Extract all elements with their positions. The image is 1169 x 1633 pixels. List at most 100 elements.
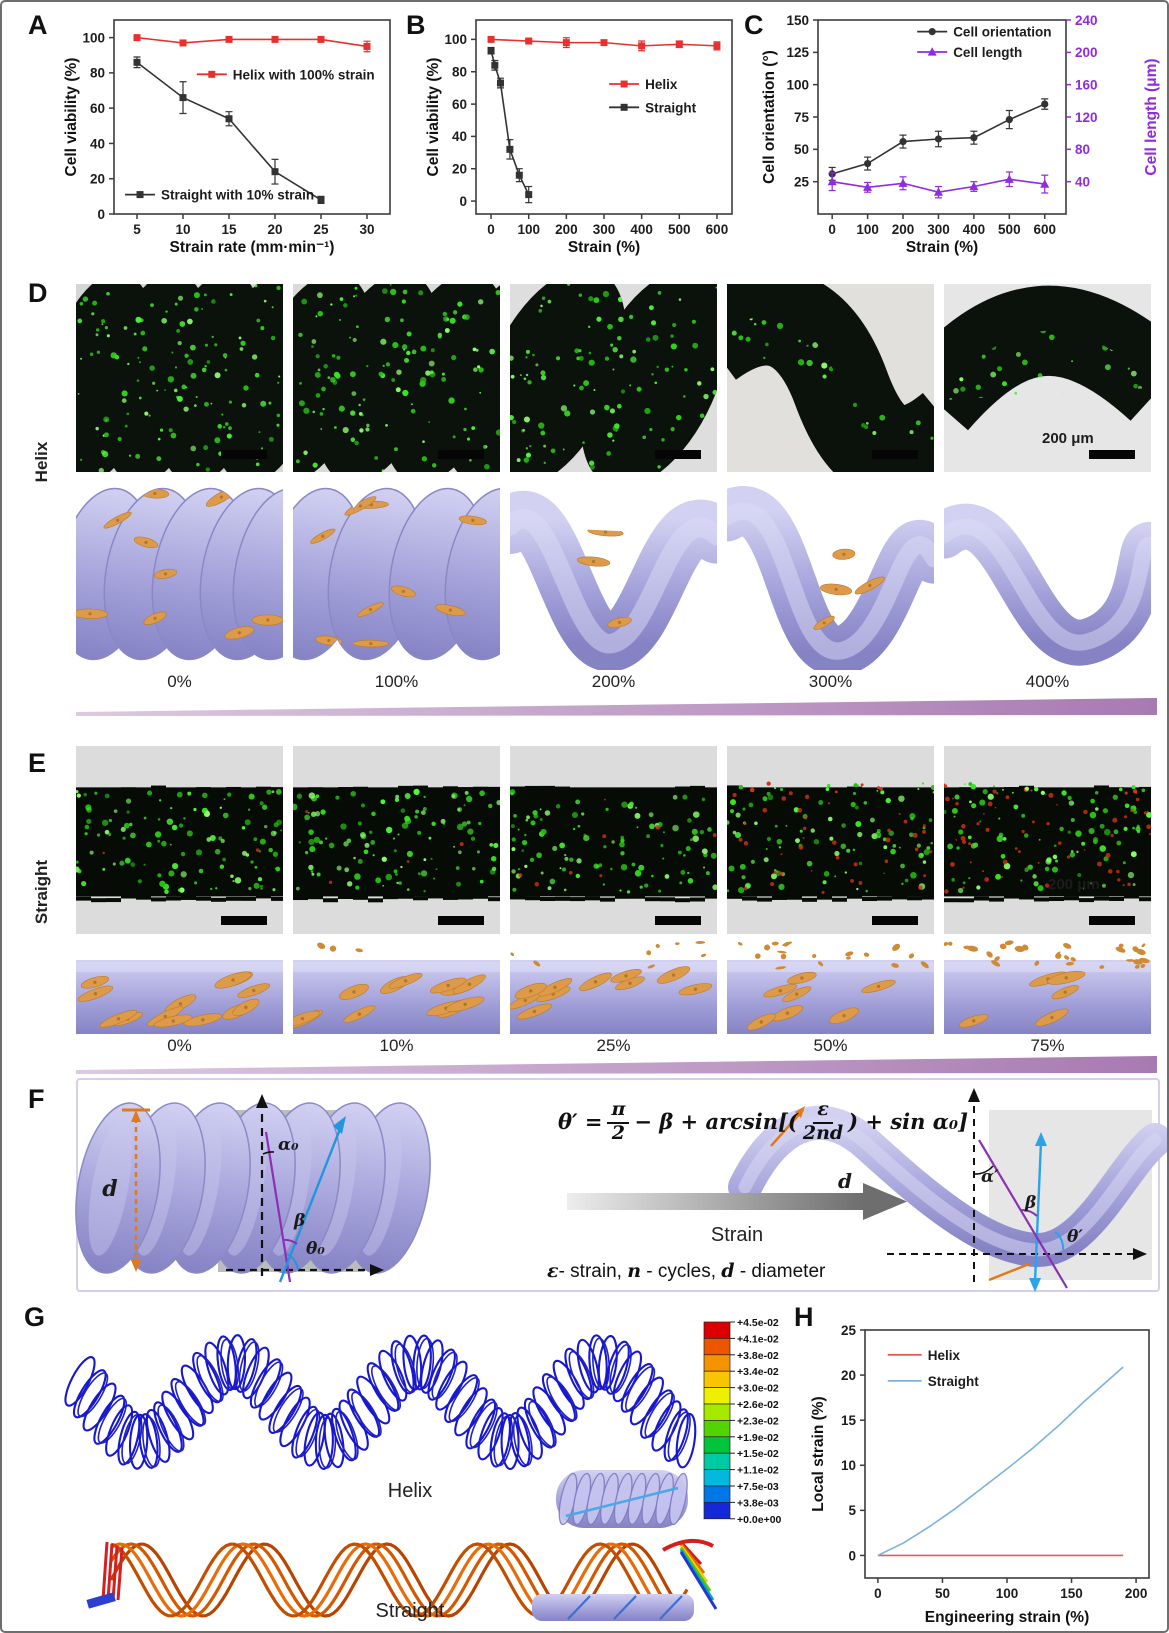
strain-label-e3: 50% xyxy=(813,1036,848,1055)
svg-text:50: 50 xyxy=(935,1586,950,1601)
svg-text:5: 5 xyxy=(133,222,141,237)
formula-mid: − β + arcsin[( xyxy=(634,1109,798,1135)
svg-text:25: 25 xyxy=(794,174,810,189)
eTop-image-1 xyxy=(293,746,500,934)
symbol-text: - cycles, xyxy=(641,1261,722,1282)
svg-text:+3.8e-02: +3.8e-02 xyxy=(737,1350,779,1362)
dTop-image-1 xyxy=(293,284,500,472)
strain-arrow xyxy=(567,1183,907,1220)
strain-label-e4: 75% xyxy=(1030,1036,1065,1055)
panel-e-label: E xyxy=(28,748,47,778)
strain-label-e1: 10% xyxy=(379,1036,414,1055)
svg-text:10: 10 xyxy=(175,222,190,237)
svg-text:0: 0 xyxy=(97,207,105,222)
eTop-image-2 xyxy=(510,746,717,934)
chart-cell-viability-vs-strain: 0 100 200 300 400 500 600 0 20 40 60 80 100 Strain (%… xyxy=(425,19,733,256)
svg-text:0: 0 xyxy=(459,194,467,209)
svg-text:Cell length (μm): Cell length (μm) xyxy=(1143,58,1160,175)
svg-text:+1.5e-02: +1.5e-02 xyxy=(737,1448,779,1460)
svg-text:β: β xyxy=(1024,1193,1036,1213)
eTop-image-4 xyxy=(944,746,1151,934)
svg-text:150: 150 xyxy=(1060,1586,1083,1601)
panel-f-label: F xyxy=(28,1084,45,1114)
fea-helix-caption: Helix xyxy=(387,1480,433,1502)
symbol-text: - diameter xyxy=(734,1261,826,1282)
svg-text:+4.1e-02: +4.1e-02 xyxy=(737,1333,779,1345)
dBot-image-3 xyxy=(727,486,934,670)
svg-text:10: 10 xyxy=(841,1458,856,1473)
symbol-text: - strain, xyxy=(558,1261,628,1282)
fea-colorbar: +4.5e-02 +4.1e-02 +3.8e-02 +3.4e-02 +3.0e-02… xyxy=(703,1317,782,1526)
eBot-image-3 xyxy=(727,941,934,1034)
dTop-image-0 xyxy=(76,284,283,472)
svg-text:100: 100 xyxy=(786,77,809,92)
helix-fiber-inset xyxy=(556,1470,688,1528)
eBot-image-2 xyxy=(510,940,717,1034)
svg-text:d: d xyxy=(838,1169,852,1193)
svg-text:40: 40 xyxy=(90,136,105,151)
svg-text:100: 100 xyxy=(996,1586,1019,1601)
svg-text:100: 100 xyxy=(444,32,467,47)
svg-text:200: 200 xyxy=(892,222,915,237)
panel-c-label: C xyxy=(744,10,764,40)
svg-text:125: 125 xyxy=(786,45,809,60)
svg-text:+4.5e-02: +4.5e-02 xyxy=(737,1317,779,1329)
svg-text:+7.5e-03: +7.5e-03 xyxy=(737,1481,779,1493)
eBot-image-1 xyxy=(293,942,500,1034)
svg-text:Straight: Straight xyxy=(928,1374,980,1389)
svg-text:α₀: α₀ xyxy=(278,1135,299,1155)
svg-text:200: 200 xyxy=(1125,1586,1148,1601)
strain-label-d1: 100% xyxy=(374,672,419,691)
formula-lhs: θ′ = xyxy=(558,1109,603,1135)
svg-text:+3.0e-02: +3.0e-02 xyxy=(737,1383,779,1395)
svg-text:+2.3e-02: +2.3e-02 xyxy=(737,1415,779,1427)
svg-text:400: 400 xyxy=(963,222,986,237)
dBot-image-2 xyxy=(510,491,717,670)
panel-g-label: G xyxy=(24,1302,46,1332)
svg-text:80: 80 xyxy=(452,65,467,80)
svg-text:500: 500 xyxy=(998,222,1021,237)
svg-text:300: 300 xyxy=(927,222,950,237)
svg-text:100: 100 xyxy=(82,30,105,45)
svg-text:0: 0 xyxy=(828,222,836,237)
svg-text:60: 60 xyxy=(452,97,467,112)
symbol-d: d xyxy=(721,1260,735,1282)
svg-text:20: 20 xyxy=(267,222,282,237)
svg-text:β: β xyxy=(293,1211,305,1231)
svg-text:400: 400 xyxy=(630,222,653,237)
chart-local-strain: 0 50 100 150 200 0 5 10 15 20 25 Engineering strain… xyxy=(810,1323,1150,1626)
svg-text:Local strain (%): Local strain (%) xyxy=(810,1396,827,1511)
strain-gradient-wedge-d xyxy=(76,698,1157,716)
panel-d-label: D xyxy=(28,278,48,308)
straight-fiber-inset xyxy=(532,1594,694,1621)
relaxed-helix-diagram: d α₀ βθ₀ xyxy=(75,1094,431,1283)
svg-text:5: 5 xyxy=(848,1503,856,1518)
formula-tail: ) + sin α₀] xyxy=(848,1109,968,1135)
panel-h-label: H xyxy=(794,1302,814,1332)
strain-label-d0: 0% xyxy=(167,672,192,691)
svg-text:α′: α′ xyxy=(981,1167,999,1187)
svg-text:+1.1e-02: +1.1e-02 xyxy=(737,1465,779,1477)
svg-text:Strain rate (mm·min⁻¹): Strain rate (mm·min⁻¹) xyxy=(170,239,335,256)
svg-text:30: 30 xyxy=(359,222,374,237)
straight-render-row xyxy=(76,940,1157,1036)
symbol-ε: ε xyxy=(547,1260,559,1282)
dBot-image-0 xyxy=(76,487,283,661)
svg-text:25: 25 xyxy=(841,1323,857,1338)
svg-text:θ′: θ′ xyxy=(1067,1227,1083,1247)
strain-label-d2: 200% xyxy=(591,672,636,691)
scalebar-label-e: 200 μm xyxy=(1048,876,1100,893)
svg-text:+2.6e-02: +2.6e-02 xyxy=(737,1399,779,1411)
eBot-image-0 xyxy=(76,960,283,1034)
scalebar-label-d: 200 μm xyxy=(1042,430,1094,447)
svg-text:Helix with 100% strain: Helix with 100% strain xyxy=(233,67,375,82)
svg-text:40: 40 xyxy=(1075,174,1090,189)
svg-text:+3.4e-02: +3.4e-02 xyxy=(737,1366,779,1378)
svg-text:+0.0e+00: +0.0e+00 xyxy=(737,1514,782,1526)
svg-text:600: 600 xyxy=(706,222,729,237)
eTop-image-3 xyxy=(727,746,934,934)
strain-label-e0: 0% xyxy=(167,1036,192,1055)
chart-cell-orientation-length: 0 100 200 300 400 500 600 25 50 75 100 125 150 40 80 12… xyxy=(761,13,1160,256)
svg-text:Engineering strain (%): Engineering strain (%) xyxy=(925,1609,1090,1626)
